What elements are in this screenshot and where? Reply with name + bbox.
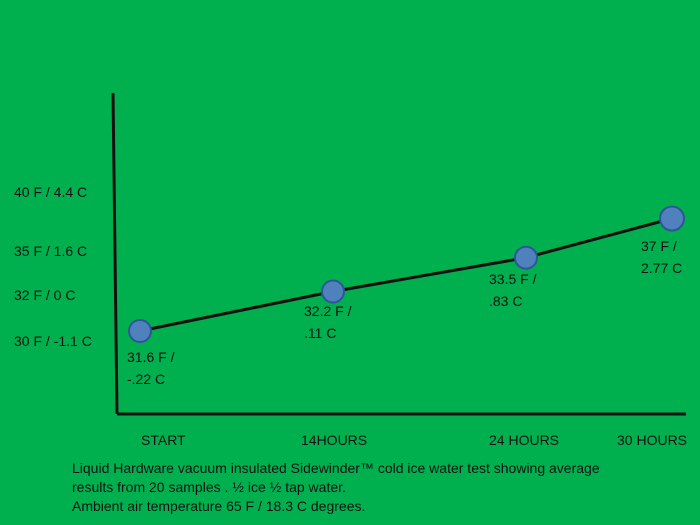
- x-tick-label-start: START: [141, 432, 186, 448]
- chart-caption: Liquid Hardware vacuum insulated Sidewin…: [72, 459, 692, 516]
- data-point-30-hours: [659, 205, 685, 232]
- data-point-14-hours: [321, 279, 345, 304]
- data-label-24-hours-f: 33.5 F /: [489, 271, 537, 287]
- caption-line-3: Ambient air temperature 65 F / 18.3 C de…: [72, 498, 366, 514]
- data-label-start-c: -.22 C: [127, 371, 165, 387]
- caption-line-2: results from 20 samples . ½ ice ½ tap wa…: [72, 479, 346, 495]
- data-point-24-hours: [514, 245, 538, 270]
- caption-line-1: Liquid Hardware vacuum insulated Sidewin…: [72, 460, 600, 476]
- data-label-30-hours-c: 2.77 C: [641, 260, 682, 276]
- y-tick-label-35: 35 F / 1.6 C: [14, 243, 87, 259]
- y-axis-line: [111, 92, 119, 415]
- y-tick-label-40: 40 F / 4.4 C: [14, 184, 87, 200]
- x-tick-label-30-hours: 30 HOURS: [617, 432, 687, 448]
- data-label-14-hours-f: 32.2 F /: [304, 303, 352, 319]
- y-tick-label-30: 30 F / -1.1 C: [14, 333, 92, 349]
- series-line: [139, 217, 673, 333]
- data-label-14-hours-c: .11 C: [304, 325, 336, 341]
- x-tick-label-24-hours: 24 HOURS: [489, 432, 559, 448]
- y-tick-label-32: 32 F / 0 C: [14, 287, 75, 303]
- data-label-start-f: 31.6 F /: [127, 349, 175, 365]
- data-point-start: [128, 319, 152, 343]
- x-tick-label-14-hours: 14HOURS: [301, 432, 367, 448]
- data-label-30-hours-f: 37 F /: [641, 238, 677, 254]
- data-label-24-hours-c: .83 C: [489, 293, 522, 309]
